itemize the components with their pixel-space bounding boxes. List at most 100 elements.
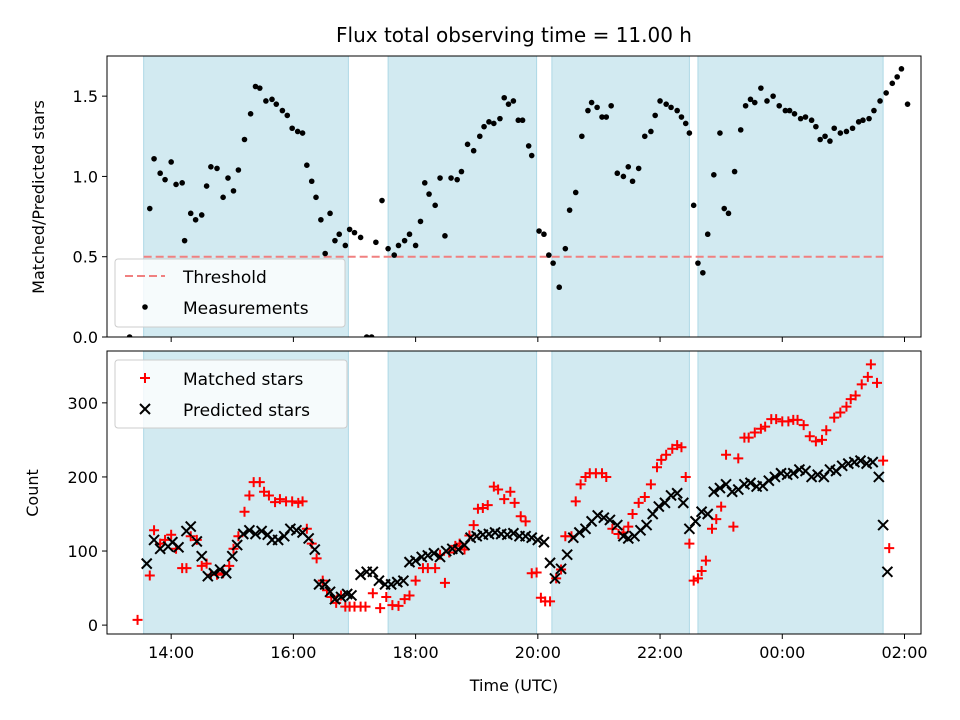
predicted-star-point — [598, 511, 610, 524]
top-y-tick-label: 0.0 — [73, 328, 98, 347]
matched-star-point — [297, 496, 308, 507]
predicted-star-point — [665, 489, 677, 502]
measurement-point — [620, 173, 627, 180]
matched-star-point — [850, 390, 861, 401]
measurement-point — [406, 231, 413, 238]
measurement-point — [711, 172, 717, 178]
matched-star-point — [360, 601, 371, 612]
matched-star-point — [707, 523, 717, 534]
measurement-point — [764, 98, 770, 104]
top-plot-area — [126, 56, 911, 337]
measurement-point — [894, 74, 900, 80]
bottom-legend: Matched stars Predicted stars — [114, 359, 348, 429]
measurement-point — [556, 284, 563, 291]
measurement-point — [648, 128, 654, 135]
x-tick-label: 00:00 — [759, 643, 805, 662]
measurement-point — [678, 114, 685, 120]
measurement-point — [373, 239, 379, 246]
bottom-y-tick-label: 200 — [67, 468, 98, 487]
matched-star-point — [393, 600, 404, 611]
matched-star-point — [733, 453, 744, 464]
matched-star-point — [493, 484, 504, 495]
measurement-point — [442, 233, 448, 239]
predicted-star-point — [148, 534, 160, 546]
matched-star-point — [652, 462, 662, 473]
measurement-point — [742, 102, 749, 109]
matched-star-point — [711, 514, 722, 525]
matched-star-point — [878, 455, 889, 466]
measurement-point — [491, 120, 497, 127]
predicted-star-point — [397, 574, 410, 587]
matched-star-point — [381, 591, 392, 602]
top-y-tick-label: 1.0 — [73, 167, 98, 186]
matched-star-point — [661, 449, 672, 460]
matched-star-point — [601, 471, 612, 482]
measurement-point — [454, 176, 460, 183]
matched-star-point — [804, 431, 815, 442]
top-legend-box — [114, 258, 346, 328]
measurement-point — [831, 125, 838, 132]
measurement-point — [401, 237, 408, 244]
measurement-point — [603, 114, 610, 120]
measurement-point — [877, 98, 883, 104]
measurement-point — [528, 152, 535, 159]
measurement-point — [368, 334, 375, 337]
measurement-point — [625, 163, 632, 170]
measurement-point — [412, 242, 419, 249]
matched-star-point — [645, 479, 656, 490]
predicted-star-point — [409, 554, 422, 567]
measurement-point — [327, 210, 333, 217]
measurement-point — [279, 107, 286, 114]
matched-star-point — [520, 516, 531, 527]
matched-star-point — [865, 359, 876, 370]
predicted-star-point — [422, 549, 434, 562]
x-tick-label: 18:00 — [393, 643, 439, 662]
predicted-star-point — [640, 519, 653, 531]
measurement-point — [700, 269, 706, 276]
measurement-point — [786, 107, 793, 114]
predicted-star-point — [695, 506, 708, 518]
measurement-point — [704, 231, 711, 238]
measurement-point — [721, 205, 728, 212]
measurement-point — [871, 107, 877, 114]
predicted-star-point — [428, 547, 440, 559]
matched-star-point — [835, 407, 846, 418]
predicted-star-point — [812, 469, 824, 481]
matched-star-point — [749, 427, 760, 438]
measurement-point — [510, 98, 517, 104]
measurement-point — [126, 334, 133, 337]
matched-star-point — [311, 553, 322, 564]
predicted-star-point — [231, 539, 243, 551]
measurement-point — [594, 104, 600, 111]
matched-star-point — [132, 614, 143, 625]
measurement-point — [332, 237, 338, 244]
predicted-star-point — [354, 569, 367, 581]
measurement-point — [458, 168, 465, 175]
predicted-star-point — [549, 572, 561, 585]
measurement-point — [585, 107, 591, 114]
matched-star-point — [367, 588, 378, 599]
bottom-y-tick-label: 300 — [67, 394, 98, 413]
measurement-point — [827, 138, 833, 144]
x-tick-label: 20:00 — [515, 643, 561, 662]
measurement-point — [208, 163, 214, 170]
measurement-point — [426, 191, 432, 197]
measurement-point — [322, 250, 328, 257]
measurement-point — [448, 175, 454, 181]
matched-star-point — [468, 520, 479, 531]
bottom-y-axis-label: Count — [23, 469, 42, 517]
predicted-star-point — [555, 563, 567, 575]
measurement-point — [421, 180, 428, 186]
predicted-star-point — [873, 471, 885, 483]
measurement-point — [737, 127, 744, 133]
measurement-point — [181, 237, 188, 244]
matched-star-point — [545, 596, 556, 607]
measurement-point — [770, 93, 776, 99]
measurement-point — [843, 128, 850, 135]
matched-star-point — [254, 477, 265, 488]
measurement-point — [635, 165, 642, 172]
measurement-point — [273, 101, 280, 107]
measurement-point — [802, 114, 809, 120]
predicted-star-point — [561, 549, 573, 561]
